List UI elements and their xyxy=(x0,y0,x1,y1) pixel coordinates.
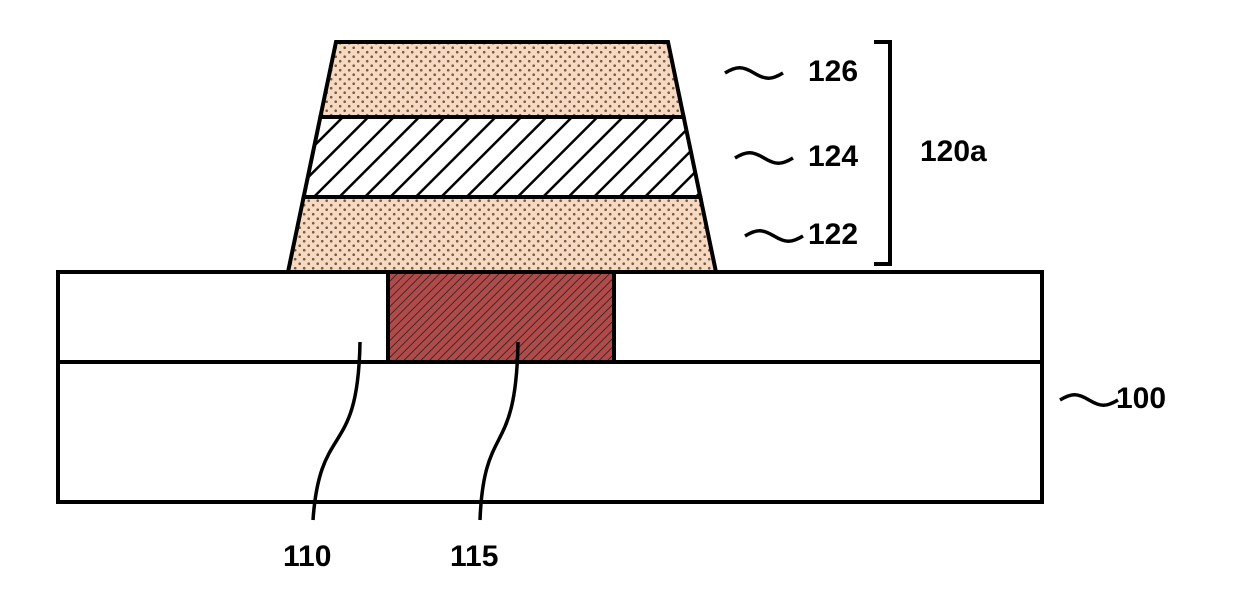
leader-top_layer xyxy=(725,68,783,79)
label-dielectric: 110 xyxy=(283,540,331,574)
label-substrate: 100 xyxy=(1116,382,1166,416)
label-contact: 115 xyxy=(450,540,498,574)
cross-section-diagram: 126 124 122 100 110 115 120a xyxy=(0,0,1240,589)
leader-bottom_layer xyxy=(745,231,803,242)
middle_layer xyxy=(304,117,701,197)
diagram-svg xyxy=(0,0,1240,589)
contact xyxy=(388,272,614,362)
leader-middle_layer xyxy=(735,153,793,164)
label-top_layer: 126 xyxy=(808,55,858,89)
label-stack_group: 120a xyxy=(920,135,987,169)
top_layer xyxy=(320,42,683,117)
substrate xyxy=(58,362,1042,502)
label-bottom_layer: 122 xyxy=(808,218,858,252)
bottom_layer xyxy=(288,197,716,272)
leader-substrate xyxy=(1060,395,1118,406)
label-middle_layer: 124 xyxy=(808,140,858,174)
bracket-stack xyxy=(874,42,890,264)
